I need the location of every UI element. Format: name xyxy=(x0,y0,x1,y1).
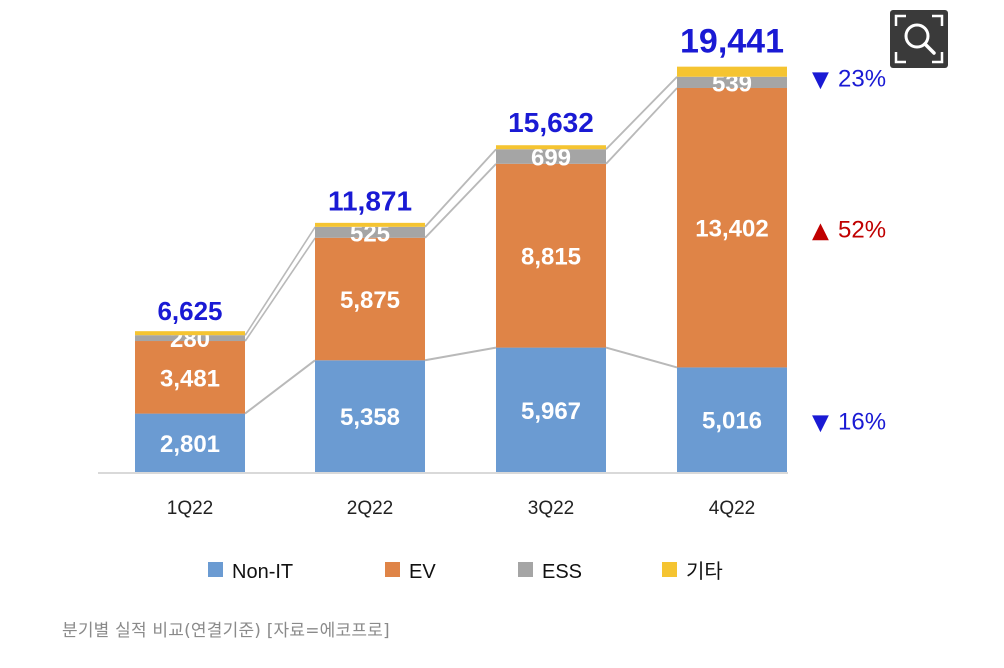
bar-ev-4q22 xyxy=(677,87,787,368)
total-label: 19,441 xyxy=(680,23,784,61)
connector-line xyxy=(605,346,678,369)
connector-line xyxy=(244,237,316,342)
bar-non-it-3q22 xyxy=(496,347,606,472)
data-label: 13,402 xyxy=(695,216,768,243)
annotation-label: 23% xyxy=(838,66,886,93)
zoom-magnifier-icon xyxy=(894,14,944,64)
bar-ess-3q22 xyxy=(496,149,606,164)
bar-ev-1q22 xyxy=(135,341,245,414)
connector-line-highlight xyxy=(244,224,316,334)
data-label: 280 xyxy=(170,326,210,353)
bar---1q22 xyxy=(135,331,245,336)
data-label: 5,016 xyxy=(702,408,762,435)
bar-non-it-1q22 xyxy=(135,413,245,472)
triangle-up-icon: ▲ xyxy=(812,219,829,244)
triangle-down-icon: ▼ xyxy=(812,68,829,93)
stacked-bar-chart: 2,8013,4812806,6251Q225,3585,87552511,87… xyxy=(98,23,886,583)
legend-swatch xyxy=(662,562,677,577)
bar-ev-3q22 xyxy=(496,163,606,348)
total-label: 6,625 xyxy=(157,296,222,326)
x-tick-label: 3Q22 xyxy=(528,498,574,519)
legend-label: 기타 xyxy=(686,559,723,583)
connector-line-highlight xyxy=(424,146,497,226)
data-label: 8,815 xyxy=(521,244,581,271)
annotation-label: 52% xyxy=(838,217,886,244)
data-label: 3,481 xyxy=(160,365,220,392)
bar---2q22 xyxy=(315,222,425,227)
connector-line-highlight xyxy=(424,161,497,237)
total-label: 15,632 xyxy=(508,107,594,138)
bar-non-it-2q22 xyxy=(315,360,425,472)
connector-line xyxy=(244,226,316,336)
data-label: 5,875 xyxy=(340,287,400,314)
connector-line-highlight xyxy=(244,235,316,340)
bar---3q22 xyxy=(496,145,606,150)
legend-swatch xyxy=(385,562,400,577)
legend-swatch xyxy=(518,562,533,577)
connector-line xyxy=(424,148,497,228)
x-tick-label: 4Q22 xyxy=(709,498,755,519)
bar-non-it-4q22 xyxy=(677,367,787,472)
connector-line-highlight xyxy=(605,74,678,148)
legend-label: ESS xyxy=(542,561,582,583)
total-label: 11,871 xyxy=(328,185,412,216)
triangle-down-icon: ▼ xyxy=(812,411,829,436)
data-label: 2,801 xyxy=(160,431,220,458)
legend-label: EV xyxy=(409,561,436,583)
bar-ess-2q22 xyxy=(315,226,425,238)
connector-line xyxy=(605,87,678,165)
bar-ess-4q22 xyxy=(677,76,787,88)
legend-label: Non-IT xyxy=(232,561,293,583)
x-tick-label: 1Q22 xyxy=(167,498,213,519)
data-label: 5,358 xyxy=(340,404,400,431)
connector-line xyxy=(424,163,497,239)
annotation-label: 16% xyxy=(838,409,886,436)
data-label: 5,967 xyxy=(521,398,581,425)
connector-line xyxy=(244,359,316,415)
connector-line xyxy=(424,346,497,362)
figure-caption: 분기별 실적 비교(연결기준) [자료=에코프로] xyxy=(62,621,390,641)
connector-line xyxy=(605,76,678,150)
legend-swatch xyxy=(208,562,223,577)
zoom-button[interactable] xyxy=(890,10,948,68)
bar---4q22 xyxy=(677,66,787,77)
x-tick-label: 2Q22 xyxy=(347,498,393,519)
bar-ev-2q22 xyxy=(315,237,425,361)
bar-ess-1q22 xyxy=(135,335,245,342)
connector-line-highlight xyxy=(605,85,678,163)
